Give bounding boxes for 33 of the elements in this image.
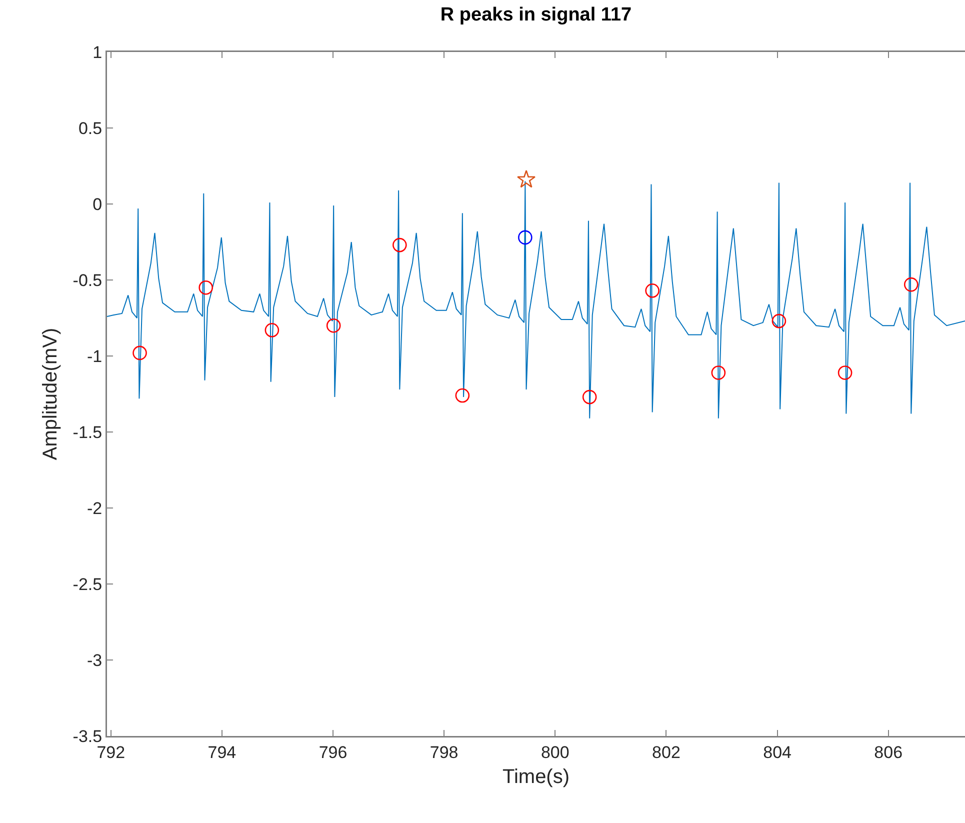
point xyxy=(838,366,852,380)
y-tick-label: 0.5 xyxy=(78,118,102,138)
x-tick-label: 804 xyxy=(763,742,792,762)
point xyxy=(132,346,147,360)
point xyxy=(392,238,407,252)
point xyxy=(772,314,786,328)
x-tick-label: 806 xyxy=(874,742,903,762)
point xyxy=(326,318,341,333)
point xyxy=(516,170,536,188)
y-tick-label: -2.5 xyxy=(72,574,102,594)
point xyxy=(904,277,918,292)
x-axis-title: Time(s) xyxy=(502,766,570,788)
chart-title: R peaks in signal 117 xyxy=(440,4,632,26)
y-tick-label: 1 xyxy=(92,42,102,62)
point xyxy=(582,390,597,404)
x-tick-label: 800 xyxy=(540,742,570,762)
x-tick-label: 796 xyxy=(318,742,348,762)
x-tick-label: 794 xyxy=(208,742,236,762)
y-tick-label: -3 xyxy=(86,650,102,670)
point xyxy=(518,230,532,245)
y-axis-title: Amplitude(mV) xyxy=(40,328,62,460)
x-tick-label: 798 xyxy=(430,742,458,762)
point xyxy=(264,323,280,338)
y-tick-label: -0.5 xyxy=(72,270,102,290)
point xyxy=(645,283,660,298)
y-tick-label: -2 xyxy=(86,498,102,518)
y-tick-label: -1 xyxy=(86,346,102,366)
y-tick-label: 0 xyxy=(92,194,102,214)
x-tick-label: 802 xyxy=(652,742,680,762)
point xyxy=(455,388,470,403)
point xyxy=(198,280,213,295)
y-tick-label: -1.5 xyxy=(72,422,102,442)
point xyxy=(711,366,726,380)
